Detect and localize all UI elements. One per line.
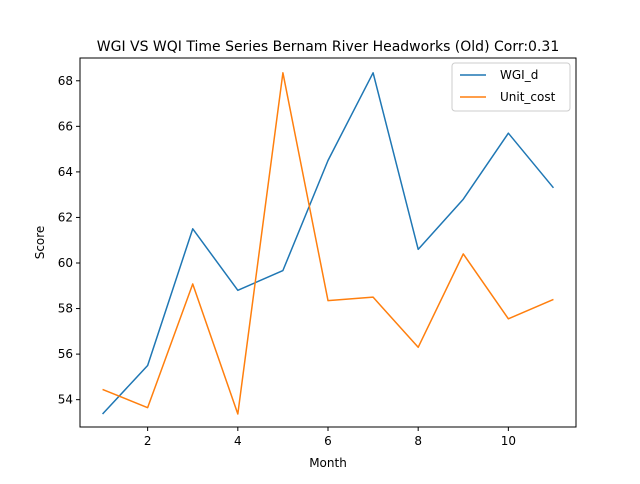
chart-title: WGI VS WQI Time Series Bernam River Head… xyxy=(97,39,559,55)
y-tick-label: 54 xyxy=(58,393,73,407)
y-tick-label: 62 xyxy=(58,210,73,224)
y-tick-label: 56 xyxy=(58,347,73,361)
y-tick-label: 64 xyxy=(58,165,73,179)
x-tick-label: 8 xyxy=(414,434,422,448)
x-axis-label: Month xyxy=(309,456,347,470)
series-layer xyxy=(102,72,555,415)
x-tick-label: 6 xyxy=(324,434,332,448)
x-tick-label: 4 xyxy=(234,434,242,448)
x-tick-label: 10 xyxy=(501,434,516,448)
y-tick-label: 60 xyxy=(58,256,73,270)
series-line-1 xyxy=(102,72,555,415)
legend-label: Unit_cost xyxy=(500,90,556,104)
y-tick-label: 66 xyxy=(58,119,73,133)
series-line-2 xyxy=(102,72,554,415)
x-tick-label: 2 xyxy=(144,434,152,448)
y-tick-label: 58 xyxy=(58,302,73,316)
y-tick-label: 68 xyxy=(58,74,73,88)
x-axis: 2 4 6 8 10 xyxy=(144,427,516,448)
y-axis-label: Score xyxy=(33,226,47,260)
legend: WGI_d Unit_cost xyxy=(451,62,571,112)
y-axis: 54 56 58 60 62 64 66 68 xyxy=(58,74,80,407)
legend-label: WGI_d xyxy=(500,68,538,82)
